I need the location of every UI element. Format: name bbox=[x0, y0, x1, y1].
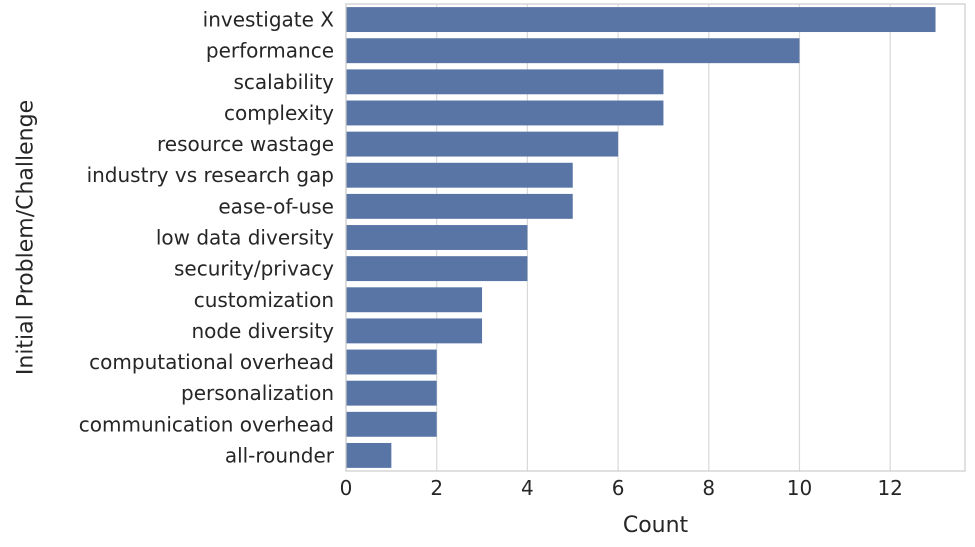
y-tick-label-0: investigate X bbox=[203, 8, 335, 32]
y-tick-label-5: industry vs research gap bbox=[87, 163, 334, 187]
x-tick-label-8: 8 bbox=[702, 476, 715, 500]
y-tick-labels: investigate X performance scalability compl… bbox=[79, 8, 335, 468]
bar-9 bbox=[346, 287, 483, 313]
x-tick-label-0: 0 bbox=[340, 476, 353, 500]
y-tick-label-3: complexity bbox=[224, 101, 334, 125]
y-tick-label-11: computational overhead bbox=[89, 350, 334, 374]
y-tick-label-4: resource wastage bbox=[157, 132, 334, 156]
bar-0 bbox=[346, 7, 936, 33]
bar-1 bbox=[346, 38, 800, 64]
x-tick-label-10: 10 bbox=[787, 476, 812, 500]
x-axis-label: Count bbox=[623, 513, 689, 538]
x-tick-label-4: 4 bbox=[521, 476, 534, 500]
x-tick-label-12: 12 bbox=[877, 476, 902, 500]
bar-7 bbox=[346, 225, 528, 250]
bars bbox=[346, 7, 936, 468]
y-tick-label-6: ease-of-use bbox=[218, 194, 334, 218]
x-tick-label-2: 2 bbox=[430, 476, 443, 500]
bar-6 bbox=[346, 193, 573, 219]
bar-3 bbox=[346, 100, 664, 126]
bar-10 bbox=[346, 318, 483, 344]
bar-12 bbox=[346, 380, 437, 406]
bar-14 bbox=[346, 442, 392, 468]
y-tick-label-7: low data diversity bbox=[156, 226, 334, 250]
bar-2 bbox=[346, 69, 664, 95]
bar-11 bbox=[346, 349, 437, 375]
y-tick-label-12: personalization bbox=[181, 381, 334, 405]
bar-4 bbox=[346, 131, 619, 157]
y-tick-label-2: scalability bbox=[233, 70, 334, 94]
bar-5 bbox=[346, 162, 573, 188]
y-axis-label: Initial Problem/Challenge bbox=[14, 100, 39, 375]
bar-13 bbox=[346, 411, 437, 437]
y-tick-label-14: all-rounder bbox=[225, 443, 335, 467]
y-tick-label-1: performance bbox=[206, 39, 334, 63]
y-tick-label-9: customization bbox=[194, 288, 334, 312]
plot-frame bbox=[345, 3, 966, 472]
y-tick-label-10: node diversity bbox=[191, 319, 334, 343]
y-tick-label-8: security/privacy bbox=[174, 257, 334, 281]
x-tick-label-6: 6 bbox=[612, 476, 625, 500]
bar-8 bbox=[346, 256, 528, 282]
x-tick-labels: 0 2 4 6 8 10 12 bbox=[340, 476, 903, 500]
y-tick-label-13: communication overhead bbox=[79, 412, 334, 436]
